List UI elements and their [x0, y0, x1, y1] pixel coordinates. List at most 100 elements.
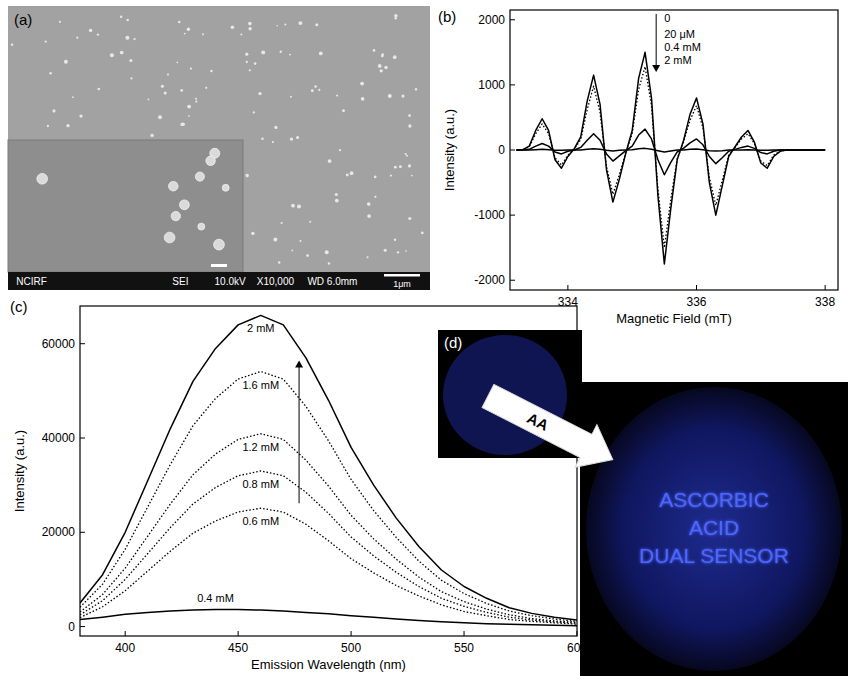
- sem-particle: [393, 55, 397, 59]
- y-tick: [510, 150, 515, 151]
- sem-particle: [381, 55, 384, 58]
- sem-info-text: SEI: [172, 276, 188, 287]
- series-label: 2 mM: [247, 322, 275, 334]
- sensor-text: ASCORBIC: [659, 488, 769, 511]
- sem-particle: [325, 250, 329, 254]
- sem-particle: [367, 256, 369, 258]
- sem-particle: [276, 25, 278, 27]
- sem-particle: [361, 97, 365, 101]
- sem-particle: [319, 51, 323, 55]
- sem-particle: [251, 232, 254, 235]
- sem-particle: [415, 88, 417, 90]
- sem-particle: [231, 25, 235, 29]
- y-axis-title: Intensity (a.u.): [442, 109, 457, 191]
- sem-particle: [72, 96, 74, 98]
- sem-particle: [296, 136, 299, 139]
- sem-particle: [291, 250, 293, 252]
- x-tick: [351, 631, 352, 636]
- sem-particle: [291, 204, 295, 208]
- x-tick: [567, 285, 568, 290]
- sem-particle: [206, 156, 215, 165]
- sem-particle: [350, 171, 354, 175]
- x-axis-title: Emission Wavelength (nm): [251, 657, 406, 672]
- sem-particle: [408, 124, 411, 127]
- x-tick: [464, 631, 465, 636]
- sem-particle: [195, 172, 204, 181]
- sem-particle: [178, 21, 181, 24]
- arrow-head: [652, 65, 660, 72]
- y-tick-label: 40000: [42, 431, 76, 445]
- sem-particle: [161, 85, 164, 88]
- sem-particle: [261, 50, 265, 54]
- arrow: AA: [477, 375, 624, 481]
- sem-particle: [318, 89, 320, 91]
- sem-particle: [346, 174, 349, 177]
- sem-particle: [274, 126, 277, 129]
- sem-particle: [188, 115, 190, 117]
- label-patch: [241, 515, 280, 527]
- sem-particle: [120, 51, 124, 55]
- x-tick: [238, 631, 239, 636]
- label-patch: [241, 379, 280, 391]
- sem-particle: [169, 181, 179, 191]
- x-tick-label: 450: [228, 641, 248, 655]
- sem-particle: [59, 21, 61, 23]
- sem-particle: [394, 14, 397, 17]
- label-patch: [246, 322, 276, 334]
- sem-info-text: 10.0kV: [215, 276, 246, 287]
- sem-image: [8, 6, 430, 272]
- sem-info-text: WD 6.0mm: [307, 276, 357, 287]
- sem-particle: [284, 24, 286, 26]
- sem-particle: [79, 114, 82, 117]
- line-panel: 4004505005506000200004000060000Emission …: [10, 298, 587, 672]
- sem-particle: [202, 33, 204, 35]
- sem-particle: [258, 92, 261, 95]
- sem-particle: [273, 238, 277, 242]
- sem-particle: [110, 53, 114, 57]
- sem-particle: [388, 94, 392, 98]
- series-line: [80, 471, 577, 623]
- sem-particle: [380, 69, 383, 72]
- sem-particle: [289, 54, 291, 56]
- sem-particle: [378, 64, 382, 68]
- y-tick: [510, 280, 515, 281]
- sem-particle: [246, 61, 248, 63]
- sem-particle: [272, 141, 274, 143]
- sem-particle: [253, 111, 255, 113]
- sem-particle: [405, 153, 407, 155]
- legend-label: 20 μM: [664, 28, 695, 40]
- series-line: [80, 315, 577, 620]
- sem-particle: [245, 53, 248, 56]
- sem-particle: [97, 33, 99, 35]
- sem-particle: [384, 66, 387, 69]
- sem-info-text: X10,000: [257, 276, 295, 287]
- sensor-spot: [586, 387, 842, 671]
- scale-bar-label: 1μm: [393, 279, 411, 289]
- sem-particle: [64, 60, 68, 64]
- sem-particle: [130, 77, 132, 79]
- y-tick: [510, 19, 515, 20]
- inset-scale-bar: [211, 264, 227, 267]
- sem-particle: [367, 202, 371, 206]
- sem-particle: [210, 70, 212, 72]
- sem-particle: [298, 21, 302, 25]
- x-tick-label: 550: [454, 641, 474, 655]
- x-tick: [696, 285, 697, 290]
- sem-particle: [306, 254, 309, 257]
- x-tick: [125, 631, 126, 636]
- sem-particle: [421, 232, 424, 235]
- sem-particle: [405, 250, 407, 252]
- plot-frame: [80, 306, 577, 636]
- sem-particle: [45, 40, 47, 42]
- sem-particle: [187, 105, 191, 109]
- y-tick-label: 0: [498, 143, 505, 157]
- series-line: [516, 67, 825, 248]
- panel-letter: (c): [10, 298, 28, 315]
- y-tick-label: -1000: [474, 208, 505, 222]
- series-group: [80, 315, 577, 625]
- sem-particle: [248, 27, 251, 30]
- sem-particle: [164, 92, 167, 95]
- sem-particle: [37, 173, 48, 184]
- sem-particle: [171, 211, 180, 220]
- series-line: [80, 508, 577, 624]
